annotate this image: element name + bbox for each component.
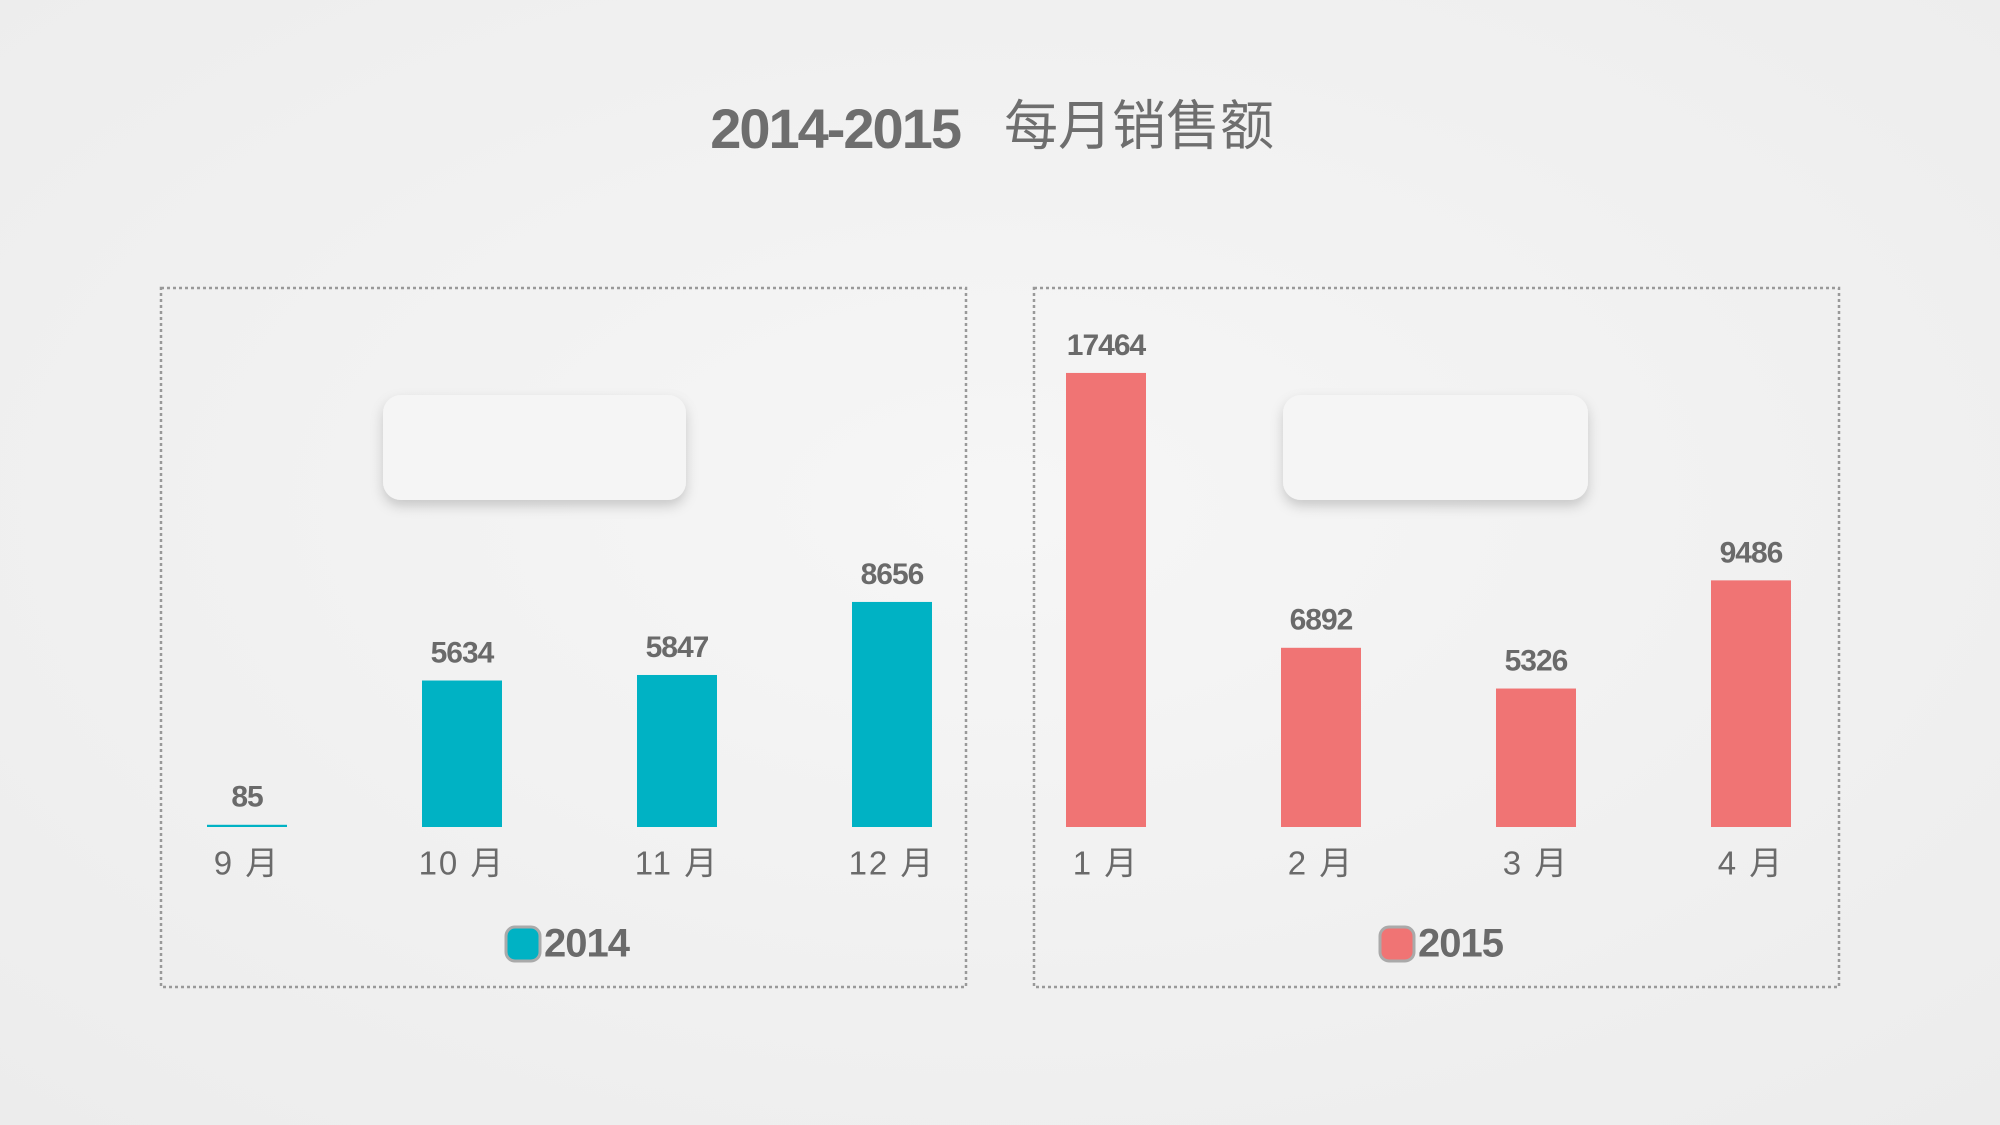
panel-frame (159, 286, 968, 989)
value-label: 9486 (1720, 536, 1783, 569)
x-tick-label: 9 月 (214, 845, 281, 882)
placeholder-box (1283, 395, 1588, 500)
bar (1711, 580, 1791, 827)
value-label: 6892 (1290, 604, 1353, 637)
x-tick-label: 1 月 (1073, 845, 1140, 882)
bar (637, 674, 717, 827)
bar (852, 601, 932, 827)
title-text: 每月销售额 (1004, 96, 1274, 156)
legend-swatch (504, 925, 542, 963)
placeholder-box (383, 395, 686, 500)
x-tick-label: 12 月 (849, 845, 936, 882)
bar (1281, 647, 1361, 827)
value-label: 5847 (646, 631, 709, 664)
value-label: 5326 (1505, 644, 1568, 677)
value-label: 8656 (861, 558, 924, 591)
x-tick-label: 4 月 (1718, 845, 1785, 882)
title-year: 2014-2015 (710, 97, 961, 160)
legend-label: 2015 (1418, 922, 1504, 966)
x-tick-label: 11 月 (635, 845, 719, 882)
bar (1066, 372, 1146, 827)
x-tick-label: 10 月 (419, 845, 506, 882)
bar (1496, 688, 1576, 827)
legend-label: 2014 (544, 922, 631, 966)
bar (422, 680, 502, 827)
panel-frame (1032, 286, 1841, 989)
value-label: 17464 (1067, 329, 1147, 362)
value-label: 85 (231, 781, 263, 814)
x-tick-label: 2 月 (1288, 845, 1355, 882)
x-tick-label: 3 月 (1503, 845, 1570, 882)
value-label: 5634 (431, 636, 495, 669)
bar (207, 824, 287, 827)
legend-swatch (1378, 925, 1416, 963)
